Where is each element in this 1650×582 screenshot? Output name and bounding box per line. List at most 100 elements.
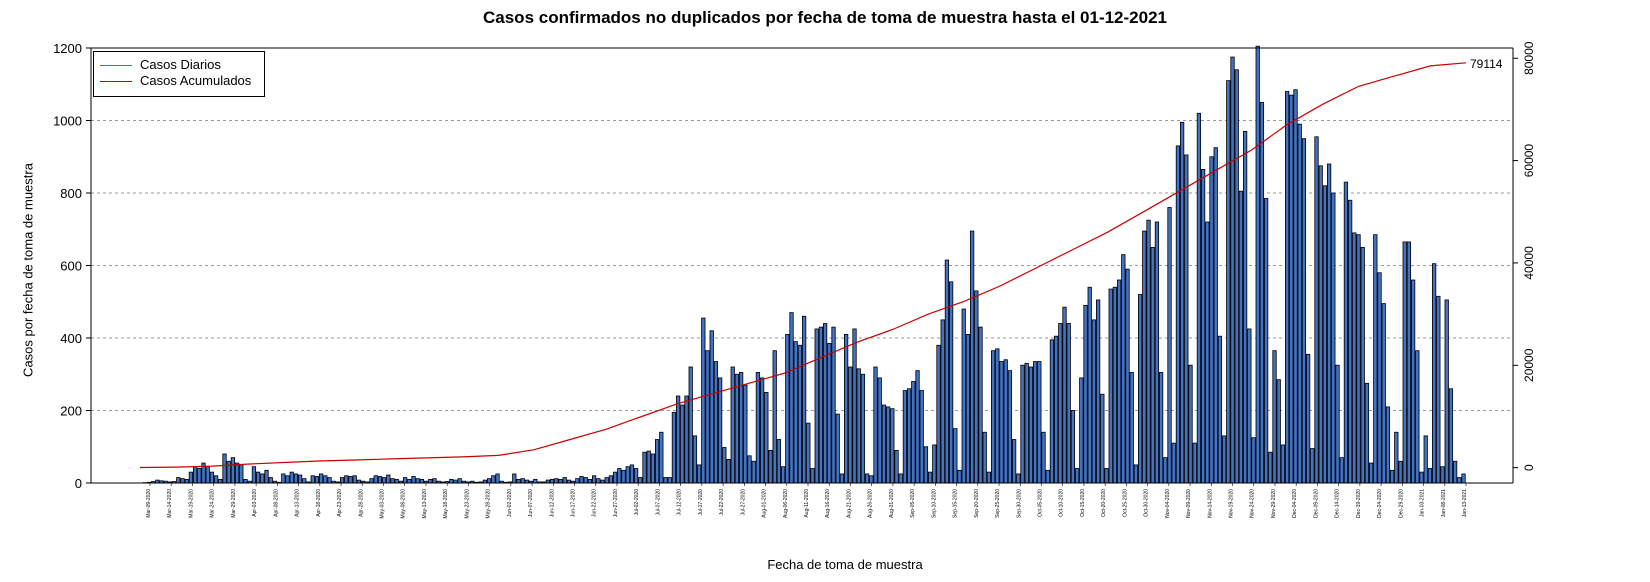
- bar: [1306, 353, 1311, 484]
- bar: [629, 464, 635, 484]
- x-tick-label: Nov-24-2020: [1250, 489, 1256, 518]
- legend-label-acumulados: Casos Acumulados: [140, 73, 252, 88]
- bar: [264, 469, 269, 484]
- bar: [213, 475, 219, 484]
- bar: [806, 422, 811, 484]
- bar: [1234, 69, 1239, 484]
- bar: [1146, 219, 1151, 484]
- bar: [1196, 112, 1202, 484]
- bar: [688, 366, 693, 484]
- x-tick-label: Apr-23-2020: [337, 489, 343, 517]
- x-tick-label: Sep-10-2020: [931, 489, 937, 518]
- bar: [852, 328, 857, 484]
- bar: [327, 477, 332, 484]
- bar: [255, 471, 261, 484]
- bar: [781, 466, 786, 484]
- bar: [1108, 288, 1113, 484]
- cumulative-line: [139, 62, 1467, 469]
- bar: [239, 464, 244, 484]
- bar: [646, 450, 651, 484]
- y-tick-label: 200: [60, 404, 82, 419]
- bar: [684, 395, 689, 484]
- bar: [1075, 468, 1080, 484]
- bar: [419, 478, 425, 484]
- x-tick-label: Jul-27-2020: [740, 489, 746, 516]
- bar: [1285, 91, 1290, 484]
- bar: [310, 475, 315, 484]
- x-tick-label: Nov-29-2020: [1271, 489, 1277, 518]
- bar: [243, 478, 248, 484]
- bar: [369, 478, 374, 484]
- bar: [1096, 299, 1101, 484]
- bar: [1369, 462, 1374, 484]
- bar: [554, 478, 559, 484]
- bar: [1448, 388, 1454, 484]
- bar: [680, 404, 685, 484]
- bar: [1184, 154, 1189, 484]
- bar: [1142, 230, 1147, 484]
- bar: [1217, 335, 1223, 484]
- y-tick-label: 1200: [53, 41, 82, 56]
- bar: [709, 330, 714, 484]
- bar: [587, 478, 593, 484]
- legend: Casos Diarios Casos Acumulados: [93, 51, 265, 97]
- x-tick-label: Mar-09-2020: [146, 489, 152, 518]
- x-tick-label: Jun-02-2020: [507, 489, 513, 517]
- bar: [323, 475, 328, 484]
- bar: [974, 290, 979, 484]
- bar: [495, 473, 500, 484]
- bar: [793, 341, 798, 484]
- bar: [671, 411, 677, 484]
- bar: [1041, 431, 1046, 484]
- bar: [659, 431, 664, 484]
- y-tick-label: 400: [60, 331, 82, 346]
- bar: [604, 477, 609, 484]
- bar: [1066, 323, 1071, 484]
- legend-swatch-diarios: [100, 65, 132, 66]
- y-tick-label: 800: [60, 186, 82, 201]
- bar: [608, 475, 614, 484]
- x-tick-label: Nov-04-2020: [1165, 489, 1171, 518]
- bar: [491, 475, 496, 484]
- bar: [234, 462, 240, 484]
- bar: [1213, 147, 1218, 484]
- bar: [965, 333, 971, 484]
- bar: [1335, 364, 1340, 484]
- y2-tick-label: 0: [1522, 464, 1536, 471]
- x-tick-label: Jul-07-2020: [655, 489, 661, 516]
- y2-tick-label: 40000: [1522, 246, 1536, 280]
- x-tick-label: Apr-03-2020: [252, 489, 258, 517]
- bar: [1150, 246, 1155, 484]
- x-tick-label: Oct-15-2020: [1080, 489, 1086, 517]
- bar: [894, 449, 899, 484]
- bar: [642, 451, 647, 484]
- bar: [449, 478, 454, 484]
- bar: [1230, 56, 1235, 484]
- bar: [802, 315, 807, 484]
- bar: [1054, 335, 1059, 484]
- x-tick-label: Nov-19-2020: [1229, 489, 1235, 518]
- x-tick-label: Apr-08-2020: [273, 489, 279, 517]
- bar: [1138, 294, 1143, 484]
- bar: [760, 377, 765, 484]
- bar: [860, 373, 866, 484]
- bar: [1373, 234, 1378, 484]
- y2-tick-label: 60000: [1522, 144, 1536, 178]
- bar: [1268, 451, 1273, 484]
- bar: [713, 361, 719, 484]
- bar: [650, 453, 656, 484]
- x-tick-label: Aug-01-2020: [762, 489, 768, 518]
- bar: [297, 474, 303, 484]
- bar: [886, 406, 891, 484]
- bar: [486, 478, 492, 484]
- bar: [218, 478, 223, 484]
- bar: [986, 471, 992, 484]
- bar: [722, 447, 727, 484]
- bar: [1255, 45, 1260, 484]
- bar: [625, 466, 630, 484]
- bar: [1360, 246, 1365, 484]
- bar: [1423, 435, 1428, 484]
- x-tick-label: Apr-13-2020: [295, 489, 301, 517]
- bar: [428, 478, 433, 484]
- bar: [394, 478, 399, 484]
